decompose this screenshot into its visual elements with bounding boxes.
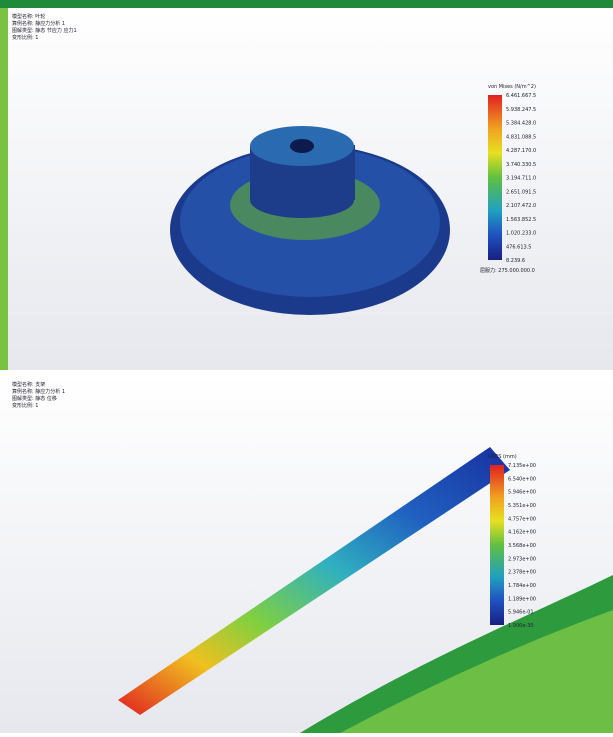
legend-label: 1.189e+00 [508, 596, 536, 602]
legend-label: 5.938.247.5 [506, 107, 536, 113]
legend-title: von Mises (N/m^2) [488, 84, 536, 90]
legend-label: 5.384.428.0 [506, 121, 536, 127]
header-line: 图解类型: 静态 节应力 应力1 [12, 27, 77, 34]
legend-label: 1.020.233.0 [506, 231, 536, 237]
legend-label: 8.239.6 [506, 258, 525, 264]
legend-label: 7.135e+00 [508, 463, 536, 469]
legend-label: 2.973e+00 [508, 556, 536, 562]
legend-label: 4.831.088.5 [506, 134, 536, 140]
header-line: 图解类型: 静态 位移 [12, 395, 57, 402]
header-line: 算例名称: 静应力分析 1 [12, 20, 65, 27]
legend-bar [490, 465, 504, 625]
header-line: 算例名称: 静应力分析 1 [12, 388, 65, 395]
yield-label: 屈服力: 275.000.000.0 [480, 267, 535, 274]
legend-label: 4.162e+00 [508, 530, 536, 536]
legend-label: 5.946e+00 [508, 490, 536, 496]
legend-title: URES (mm) [488, 454, 517, 460]
header-line: 模型名称: 支架 [12, 381, 45, 388]
legend-label: 2.651.091.5 [506, 189, 536, 195]
legend-label: 2.378e+00 [508, 570, 536, 576]
legend-label: 6.461.667.5 [506, 93, 536, 99]
top-band [0, 0, 613, 8]
legend-label: 5.351e+00 [508, 503, 536, 509]
legend-bar [488, 95, 502, 260]
beam [118, 447, 510, 715]
wave [340, 610, 613, 733]
impeller [170, 126, 450, 315]
side-band [0, 8, 8, 370]
header-line: 变形比例: 1 [12, 402, 38, 409]
legend-label: 1.784e+00 [508, 583, 536, 589]
legend-label: 5.946e-01 [508, 610, 534, 616]
legend-label: 4.287.170.0 [506, 148, 536, 154]
legend-label: 476.613.5 [506, 244, 531, 250]
legend-label: 3.568e+00 [508, 543, 536, 549]
legend-label: 3.740.330.5 [506, 162, 536, 168]
legend-label: 6.540e+00 [508, 476, 536, 482]
header-line: 变形比例: 1 [12, 34, 38, 41]
legend-label: 3.194.711.0 [506, 176, 536, 182]
header-line: 模型名称: 叶轮 [12, 13, 45, 20]
legend-label: 1.000e-30 [508, 623, 534, 629]
legend-label: 2.107.472.0 [506, 203, 536, 209]
legend-label: 4.757e+00 [508, 516, 536, 522]
legend-label: 1.563.852.5 [506, 217, 536, 223]
